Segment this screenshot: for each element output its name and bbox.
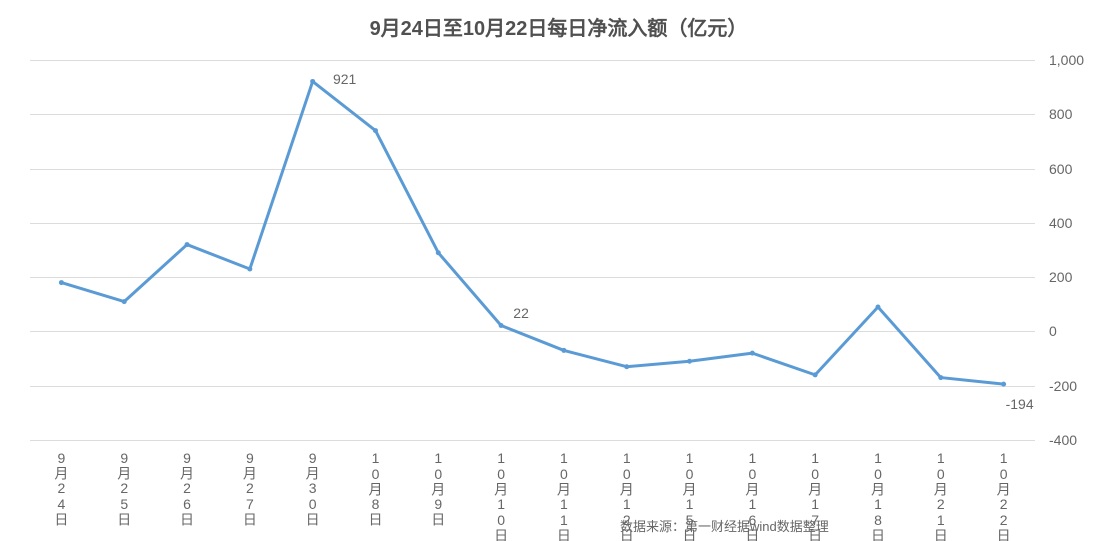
y-tick-label: 800 xyxy=(1049,106,1072,122)
x-tick-label: 9月27日 xyxy=(240,450,260,526)
gridline xyxy=(30,440,1035,441)
y-tick-label: 400 xyxy=(1049,215,1072,231)
data-marker xyxy=(185,242,190,247)
data-marker xyxy=(750,351,755,356)
data-marker xyxy=(813,372,818,377)
data-marker xyxy=(122,299,127,304)
series-line xyxy=(30,60,1035,440)
data-marker xyxy=(875,305,880,310)
data-marker xyxy=(624,364,629,369)
line-chart: 9月24日至10月22日每日净流入额（亿元） -400-200020040060… xyxy=(0,0,1117,541)
data-marker xyxy=(247,267,252,272)
y-tick-label: 600 xyxy=(1049,161,1072,177)
x-tick-label: 10月10日 xyxy=(491,450,511,541)
x-tick-label: 10月9日 xyxy=(428,450,448,526)
data-label: 921 xyxy=(333,71,356,87)
x-tick-label: 9月26日 xyxy=(177,450,197,526)
data-marker xyxy=(1001,382,1006,387)
chart-title: 9月24日至10月22日每日净流入额（亿元） xyxy=(0,12,1117,41)
data-marker xyxy=(938,375,943,380)
y-tick-label: 200 xyxy=(1049,269,1072,285)
data-marker xyxy=(373,128,378,133)
data-marker xyxy=(687,359,692,364)
x-tick-label: 10月18日 xyxy=(868,450,888,541)
x-tick-label: 10月8日 xyxy=(365,450,385,526)
plot-area: -400-20002004006008001,0009月24日9月25日9月26… xyxy=(30,60,1035,440)
x-tick-label: 10月21日 xyxy=(931,450,951,541)
x-tick-label: 9月25日 xyxy=(114,450,134,526)
source-note: 数据来源：第一财经据wind数据整理 xyxy=(620,516,829,535)
data-marker xyxy=(436,250,441,255)
data-marker xyxy=(310,79,315,84)
x-tick-label: 10月11日 xyxy=(554,450,574,541)
y-tick-label: 1,000 xyxy=(1049,52,1084,68)
data-label: -194 xyxy=(1006,396,1034,412)
data-marker xyxy=(499,323,504,328)
y-tick-label: -400 xyxy=(1049,432,1077,448)
data-marker xyxy=(59,280,64,285)
x-tick-label: 10月22日 xyxy=(994,450,1014,541)
y-tick-label: -200 xyxy=(1049,378,1077,394)
data-label: 22 xyxy=(513,305,529,321)
x-tick-label: 9月24日 xyxy=(51,450,71,526)
x-tick-label: 9月30日 xyxy=(303,450,323,526)
y-tick-label: 0 xyxy=(1049,323,1057,339)
data-marker xyxy=(561,348,566,353)
